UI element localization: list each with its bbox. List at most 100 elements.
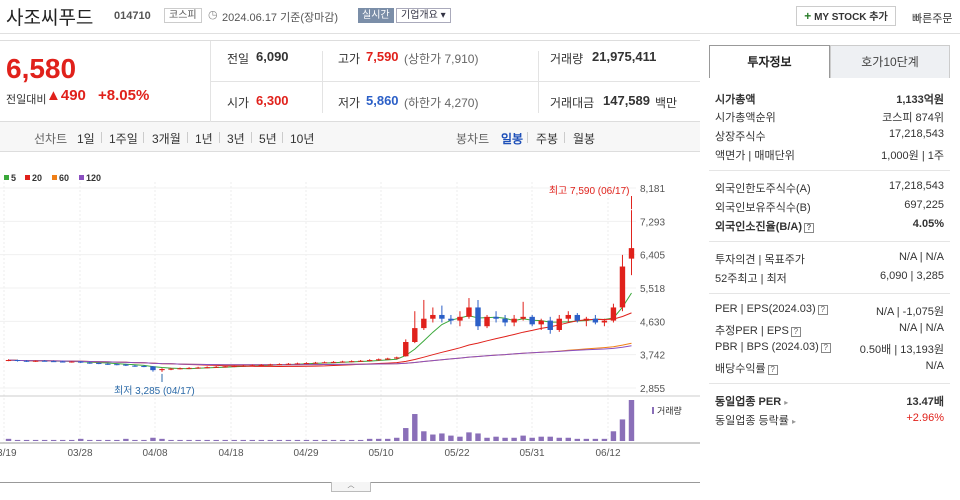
candle-body [385,358,391,360]
candlestick-chart[interactable]: 8,181 7,293 6,405 5,518 4,630 3,742 2,855 5 20 60… [0,152,700,482]
base-date: 2024.06.17 기준(장마감) [222,12,339,24]
legend-label: 120 [86,173,101,183]
help-icon[interactable]: ? [804,223,814,233]
x-tick-label: 04/29 [293,448,318,459]
per-value: N/A | -1,075원 [875,306,944,318]
opinion-label: 투자의견 | 목표주가 [715,254,805,266]
candle-body [123,364,129,366]
low-label: 저가 [338,96,361,110]
candle-body [357,360,364,362]
sector-rate-label[interactable]: 동일업종 등락률 ▸ [715,415,796,427]
volume-bar [430,434,436,441]
separator [251,132,252,143]
foreign-limit-label: 외국인한도주식수(A) [715,183,811,195]
week52-label: 52주최고 | 최저 [715,273,787,285]
volume-bar [330,439,337,441]
amount-value: 147,589 [603,93,650,108]
period-3year[interactable]: 3년 [227,132,245,146]
change-amount: ▲490 [46,87,86,104]
candle-body [312,362,319,364]
par-label: 액면가 | 매매단위 [715,150,795,162]
period-1week[interactable]: 1주일 [109,132,138,146]
candle-body [204,367,210,369]
volume-bar [267,439,274,441]
div-label: 배당수익률? [715,360,778,376]
candle-body [276,364,283,366]
volume-bar [439,433,445,441]
arrow-right-icon: ▸ [784,398,789,407]
period-5year[interactable]: 5년 [259,132,277,146]
candle-body [628,248,635,259]
candle-body [412,328,418,342]
candle-body [574,314,581,321]
volume-bar [23,439,30,441]
volume-bar [565,437,571,441]
help-icon[interactable]: ? [767,365,778,375]
volume-bar [249,439,255,441]
price-chart[interactable]: 8,181 7,293 6,405 5,518 4,630 3,742 2,855 5 20 60… [0,152,700,492]
candle-body [5,360,12,362]
period-10year[interactable]: 10년 [290,132,315,146]
volume-bar [321,439,328,441]
est-per-row: 추정PER | EPS? N/A | N/A [715,320,944,338]
candle-body [23,360,30,362]
high-value: 7,590 [366,49,399,64]
legend-swatch [4,175,9,180]
period-monthly[interactable]: 월봉 [573,132,596,146]
period-daily[interactable]: 일봉 [501,132,524,146]
help-icon[interactable]: ? [817,305,828,315]
y-tick-label: 5,518 [640,284,665,295]
sector-per-label[interactable]: 동일업종 PER ▸ [715,396,789,408]
help-icon[interactable]: ? [790,327,801,337]
upper-limit: (상한가 7,910) [404,52,479,66]
period-weekly[interactable]: 주봉 [536,132,559,146]
est-per-label: 추정PER | EPS? [715,322,801,338]
volume-bar [294,439,301,441]
period-selector: 선차트 1일 1주일 3개월 1년 3년 5년 10년 봉차트 일봉 주봉 월봉 [0,122,700,152]
current-price: 6,580 [6,53,77,84]
par-value: 1,000원 | 1주 [881,150,944,162]
tab-invest-info[interactable]: 투자정보 [709,45,830,78]
candle-body [50,361,57,363]
x-tick-label: 05/31 [519,448,544,459]
candle-body [186,367,192,369]
quick-order-button[interactable]: 빠른주문 [912,13,953,25]
help-icon[interactable]: ? [820,343,831,353]
legend-swatch [52,175,57,180]
volume-bar [114,439,120,441]
opinion-value: N/A | N/A [898,251,944,263]
company-overview-button[interactable]: 기업개요 ▾ [396,8,451,23]
period-3month[interactable]: 3개월 [152,132,181,146]
shares-value: 17,218,543 [888,128,944,140]
volume-bar [403,428,409,441]
period-1year[interactable]: 1년 [195,132,213,146]
candle-body [547,320,553,330]
candle-body [403,341,409,357]
candle-body [41,360,48,362]
info-tabs: 투자정보 호가10단계 [709,45,950,78]
candle-body [87,362,93,364]
expand-chart-handle[interactable]: ︿ [331,482,371,492]
candle-body [14,360,21,362]
y-tick-label: 8,181 [640,184,665,195]
volume-bar [150,437,156,441]
volume-bar [628,400,635,441]
add-mystock-button[interactable]: + MY STOCK 추가 [796,6,896,26]
volume-bar [357,439,364,441]
prev-close-value: 6,090 [256,49,289,64]
divider [709,383,950,384]
divider [709,170,950,171]
volume-legend-swatch [652,407,654,414]
tab-orderbook[interactable]: 호가10단계 [830,45,950,78]
volume-bar [312,439,319,441]
period-1day[interactable]: 1일 [77,132,95,146]
candle-body [556,318,562,330]
candle-body [475,307,481,327]
separator [527,132,528,143]
volume-bar [123,438,129,441]
ma120-line [8,345,632,366]
realtime-button[interactable]: 실시간 [358,8,394,23]
volume-bar [457,436,463,441]
stock-header: 사조씨푸드 014710 코스피 ◷ 2024.06.17 기준(장마감) 실시… [0,0,960,34]
candle-body [105,363,111,365]
